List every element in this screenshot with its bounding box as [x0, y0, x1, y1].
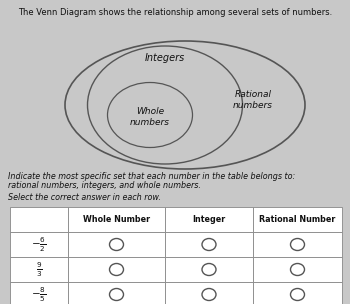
Text: Integers: Integers [145, 53, 185, 63]
Text: Whole
numbers: Whole numbers [130, 107, 170, 127]
Bar [68, 257, 165, 282]
Text: $\frac{9}{3}$: $\frac{9}{3}$ [36, 260, 42, 279]
Bar [253, 207, 342, 232]
Bar [253, 232, 342, 257]
Text: Indicate the most specific set that each number in the table belongs to:: Indicate the most specific set that each… [8, 172, 295, 181]
Text: rational numbers, integers, and whole numbers.: rational numbers, integers, and whole nu… [8, 181, 201, 190]
Text: The Venn Diagram shows the relationship among several sets of numbers.: The Venn Diagram shows the relationship … [18, 8, 332, 17]
Bar [165, 232, 253, 257]
Bar [10, 257, 68, 282]
Text: Integer: Integer [193, 215, 226, 224]
Bar [165, 257, 253, 282]
Text: $-\frac{6}{2}$: $-\frac{6}{2}$ [32, 235, 47, 254]
Bar [10, 232, 68, 257]
Bar [68, 207, 165, 232]
Bar [253, 257, 342, 282]
Bar [10, 282, 68, 304]
Bar [165, 207, 253, 232]
Bar [253, 282, 342, 304]
Text: $-\frac{8}{5}$: $-\frac{8}{5}$ [32, 285, 47, 304]
Bar [10, 207, 68, 232]
Text: Select the correct answer in each row.: Select the correct answer in each row. [8, 193, 161, 202]
Bar [165, 282, 253, 304]
Text: Rational
numbers: Rational numbers [233, 90, 273, 110]
Text: Rational Number: Rational Number [259, 215, 336, 224]
Bar [68, 232, 165, 257]
Bar [68, 282, 165, 304]
Text: Whole Number: Whole Number [83, 215, 150, 224]
